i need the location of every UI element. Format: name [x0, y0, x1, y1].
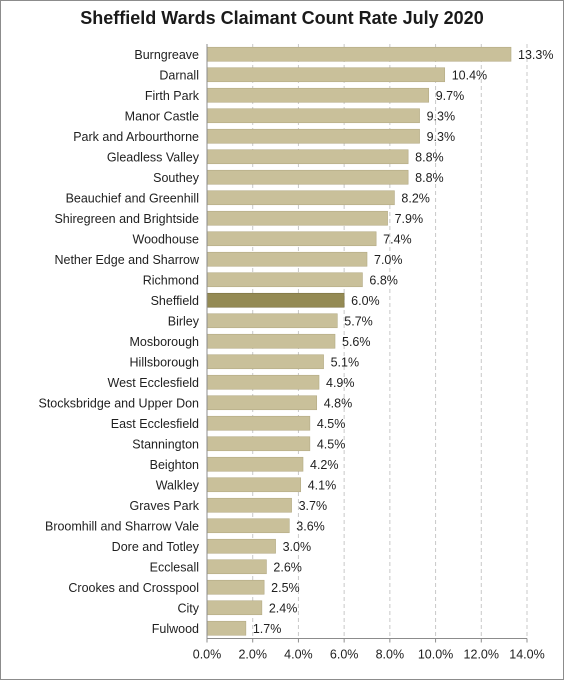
value-label: 8.2%	[401, 191, 430, 205]
x-tick-label: 0.0%	[193, 648, 222, 662]
x-tick-label: 8.0%	[376, 648, 405, 662]
bar	[206, 559, 267, 575]
bar	[206, 600, 263, 616]
category-label: Firth Park	[145, 89, 200, 103]
category-label: Shiregreen and Brightside	[54, 212, 199, 226]
bar	[206, 436, 311, 452]
chart-title: Sheffield Wards Claimant Count Rate July…	[80, 8, 484, 28]
value-label: 13.3%	[518, 48, 553, 62]
value-label: 3.7%	[299, 499, 328, 513]
value-label: 2.5%	[271, 581, 300, 595]
value-label: 6.0%	[351, 294, 380, 308]
value-label: 5.1%	[331, 355, 360, 369]
x-tick-label: 14.0%	[509, 648, 544, 662]
bar	[206, 190, 395, 206]
x-tick-label: 6.0%	[330, 648, 359, 662]
bar	[206, 415, 311, 431]
value-label: 2.6%	[273, 560, 302, 574]
value-label: 8.8%	[415, 150, 444, 164]
value-label: 7.9%	[395, 212, 424, 226]
category-label: Park and Arbourthorne	[73, 130, 199, 144]
bar	[206, 620, 247, 636]
bar	[206, 497, 292, 513]
x-tick-label: 2.0%	[238, 648, 267, 662]
bar	[206, 538, 276, 554]
category-label: Southey	[153, 171, 200, 185]
bar	[206, 395, 318, 411]
category-label: Stocksbridge and Upper Don	[38, 396, 199, 410]
bar	[206, 313, 338, 329]
bar	[206, 87, 430, 103]
value-label: 2.4%	[269, 601, 298, 615]
category-label: Beighton	[150, 458, 199, 472]
category-label: Dore and Totley	[112, 540, 200, 554]
value-label: 4.5%	[317, 437, 346, 451]
x-tick-label: 10.0%	[418, 648, 453, 662]
value-label: 4.8%	[324, 396, 353, 410]
bar	[206, 251, 368, 267]
bar	[206, 108, 420, 124]
bar	[206, 292, 345, 308]
value-label: 4.9%	[326, 376, 355, 390]
category-label: Richmond	[143, 273, 199, 287]
category-label: Gleadless Valley	[107, 150, 200, 164]
value-label: 10.4%	[452, 68, 487, 82]
bar	[206, 272, 363, 288]
category-label: Woodhouse	[133, 232, 200, 246]
value-label: 4.5%	[317, 417, 346, 431]
x-tick-label: 4.0%	[284, 648, 313, 662]
category-label: Manor Castle	[125, 109, 199, 123]
bar	[206, 456, 304, 472]
bar	[206, 46, 512, 62]
value-label: 8.8%	[415, 171, 444, 185]
category-label: Nether Edge and Sharrow	[54, 253, 200, 267]
category-label: Beauchief and Greenhill	[66, 191, 199, 205]
bar	[206, 354, 324, 370]
bar	[206, 169, 409, 185]
value-label: 5.6%	[342, 335, 371, 349]
category-label: Ecclesall	[150, 560, 199, 574]
category-label: Stannington	[132, 437, 199, 451]
bar	[206, 477, 302, 493]
category-label: Darnall	[159, 68, 199, 82]
category-label: West Ecclesfield	[108, 376, 200, 390]
category-label: Graves Park	[130, 499, 200, 513]
bar	[206, 518, 290, 534]
bar	[206, 210, 388, 226]
value-label: 5.7%	[344, 314, 373, 328]
value-label: 3.0%	[283, 540, 312, 554]
value-label: 4.1%	[308, 478, 337, 492]
value-label: 9.7%	[436, 89, 465, 103]
value-label: 4.2%	[310, 458, 339, 472]
value-label: 6.8%	[369, 273, 398, 287]
value-label: 7.4%	[383, 232, 412, 246]
category-label: Walkley	[156, 478, 200, 492]
bar	[206, 67, 446, 83]
category-label: Mosborough	[130, 335, 200, 349]
category-label: Birley	[168, 314, 200, 328]
category-label: City	[177, 601, 199, 615]
bar	[206, 374, 320, 390]
category-label: East Ecclesfield	[111, 417, 199, 431]
value-label: 7.0%	[374, 253, 403, 267]
bar	[206, 231, 377, 247]
bar	[206, 333, 336, 349]
value-label: 9.3%	[427, 130, 456, 144]
value-label: 9.3%	[427, 109, 456, 123]
category-label: Crookes and Crosspool	[68, 581, 199, 595]
value-label: 1.7%	[253, 622, 282, 636]
bar	[206, 579, 265, 595]
category-label: Burngreave	[134, 48, 199, 62]
value-label: 3.6%	[296, 519, 325, 533]
category-label: Sheffield	[151, 294, 199, 308]
category-label: Hillsborough	[130, 355, 200, 369]
bar	[206, 128, 420, 144]
category-label: Broomhill and Sharrow Vale	[45, 519, 199, 533]
bar	[206, 149, 409, 165]
category-label: Fulwood	[152, 622, 199, 636]
x-tick-label: 12.0%	[464, 648, 499, 662]
